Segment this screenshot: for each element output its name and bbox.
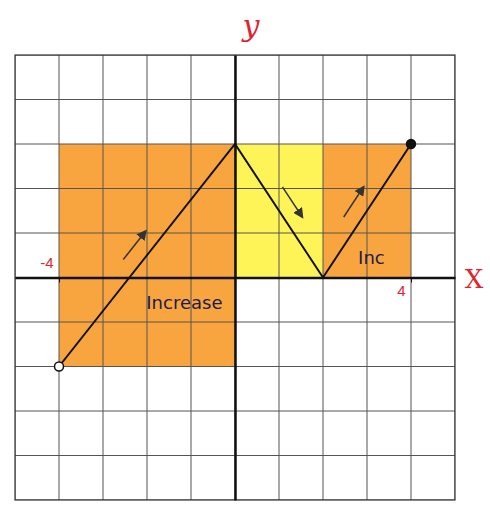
x-tick: 4 — [397, 278, 411, 300]
plot-frame — [15, 55, 455, 500]
data-point — [55, 362, 64, 371]
x-tick-label: -4 — [40, 254, 53, 271]
direction-arrow — [123, 231, 145, 259]
chart: -4 4 y X Increase Inc — [0, 0, 490, 506]
x-tick-label: 4 — [397, 282, 405, 299]
plot-area — [15, 55, 455, 500]
y-axis-title: y — [241, 8, 261, 43]
x-tick: -4 — [40, 254, 59, 282]
y-axis — [235, 56, 236, 501]
data-point — [407, 140, 416, 149]
x-tick-mark — [411, 278, 412, 283]
y-axis-line — [234, 56, 237, 501]
direction-arrow — [344, 187, 364, 217]
annotation: Increase — [146, 292, 222, 313]
x-axis-title: X — [465, 264, 484, 294]
x-tick-mark — [59, 278, 60, 283]
grid-line — [235, 55, 236, 500]
direction-arrow — [282, 187, 302, 217]
annotation: Inc — [358, 247, 385, 268]
